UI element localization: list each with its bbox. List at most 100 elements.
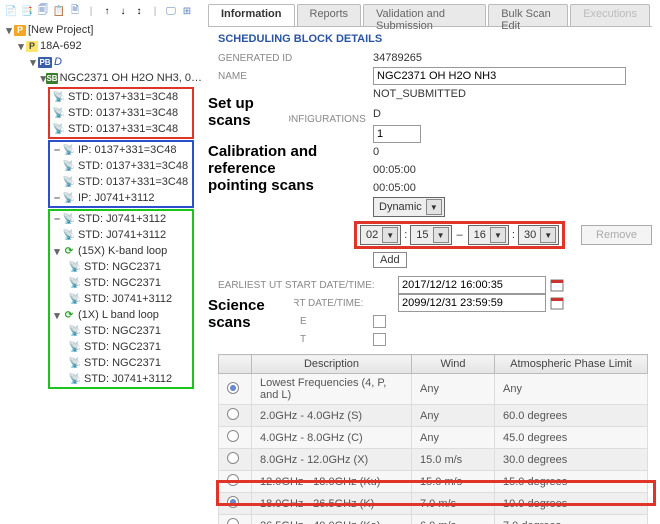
tab-validation[interactable]: Validation and Submission (363, 4, 486, 26)
tree-node[interactable]: ▾⟳(1X) L band loop (50, 307, 192, 323)
side-setup: Set up scans (208, 95, 289, 129)
tb-copy-icon[interactable]: 🗐 (36, 4, 50, 18)
lst-hh1[interactable]: 02▼ (360, 225, 401, 245)
checkbox-e[interactable] (373, 315, 386, 328)
tree-node[interactable]: 📡STD: 0137+331=3C48 (50, 158, 192, 174)
radio-icon[interactable] (227, 382, 239, 394)
radio-icon[interactable] (227, 518, 239, 524)
calendar-icon[interactable] (550, 296, 564, 310)
antenna-icon: 📡 (62, 192, 76, 204)
tree-node[interactable]: 📡STD: NGC2371 (50, 323, 192, 339)
antenna-icon: 📡 (62, 144, 76, 156)
tree-node[interactable]: 📡STD: NGC2371 (50, 339, 192, 355)
tree-node[interactable]: –📡IP: J0741+3112 (50, 190, 192, 206)
tab-bulk-edit[interactable]: Bulk Scan Edit (488, 4, 568, 26)
table-header-row: Description Wind Atmospheric Phase Limit (219, 355, 648, 374)
cell-desc: 8.0GHz - 12.0GHz (X) (252, 449, 412, 471)
tb-sort-icon[interactable]: ↕ (132, 4, 146, 18)
tab-reports[interactable]: Reports (297, 4, 362, 26)
expand-icon[interactable]: ▾ (52, 245, 62, 258)
tree-node[interactable]: –📡IP: 0137+331=3C48 (50, 142, 192, 158)
tb-open-icon[interactable]: 📑 (20, 4, 34, 18)
node-label: [New Project] (28, 24, 93, 36)
label: GENERATED ID (208, 53, 373, 64)
tree-node[interactable]: 📡STD: 0137+331=3C48 (50, 105, 192, 121)
tab-executions[interactable]: Executions (570, 4, 650, 26)
side-calib: Calibration and reference pointing scans (208, 143, 324, 194)
node-label: D (54, 56, 62, 68)
tb-paste-icon[interactable]: 📋 (52, 4, 66, 18)
tb-up-icon[interactable]: ↑ (100, 4, 114, 18)
lst-mm1[interactable]: 15▼ (410, 225, 451, 245)
tree-node[interactable]: ▾ P 18A-692 (2, 38, 202, 54)
table-row[interactable]: 18.0GHz - 26.5GHz (K)7.0 m/s10.0 degrees (219, 493, 648, 515)
node-label: STD: NGC2371 (84, 277, 161, 289)
tree-node[interactable]: ▾ P [New Project] (2, 22, 202, 38)
table-row[interactable]: 4.0GHz - 8.0GHz (C)Any45.0 degrees (219, 427, 648, 449)
radio-icon[interactable] (227, 430, 239, 442)
project-tree: 📄 📑 🗐 📋 🗎 | ↑ ↓ ↕ | 🖵 ⊞ ▾ P [New Project… (0, 0, 202, 524)
sched-type-select[interactable]: Dynamic▼ (373, 197, 445, 217)
table-row[interactable]: 26.5GHz - 40.0GHz (Ka)6.0 m/s7.0 degrees (219, 515, 648, 524)
tb-expand-icon[interactable]: 🖵 (164, 4, 178, 18)
count-input[interactable] (373, 125, 421, 143)
tb-down-icon[interactable]: ↓ (116, 4, 130, 18)
expand-icon[interactable]: ▾ (4, 24, 14, 37)
lst-range-highlight: 02▼ : 15▼ – 16▼ : 30▼ (354, 221, 565, 249)
cell-desc: Lowest Frequencies (4, P, and L) (252, 374, 412, 405)
loop-icon: ⟳ (62, 309, 76, 321)
cell-desc: 26.5GHz - 40.0GHz (Ka) (252, 515, 412, 524)
antenna-icon: 📡 (62, 176, 76, 188)
lst-mm2[interactable]: 30▼ (518, 225, 559, 245)
remove-button[interactable]: Remove (581, 225, 652, 245)
radio-icon[interactable] (227, 496, 239, 508)
iter: 0 (373, 146, 379, 158)
node-label: STD: 0137+331=3C48 (68, 123, 178, 135)
tree-node[interactable]: 📡STD: J0741+3112 (50, 291, 192, 307)
tree-node[interactable]: 📡STD: NGC2371 (50, 259, 192, 275)
config: D (373, 108, 381, 120)
antenna-icon: 📡 (62, 160, 76, 172)
node-label: STD: NGC2371 (84, 341, 161, 353)
table-row[interactable]: 2.0GHz - 4.0GHz (S)Any60.0 degrees (219, 405, 648, 427)
tree-node[interactable]: –📡STD: J0741+3112 (50, 211, 192, 227)
table-row[interactable]: 12.0GHz - 18.0GHz (Ku)15.0 m/s15.0 degre… (219, 471, 648, 493)
radio-icon[interactable] (227, 452, 239, 464)
tree-node[interactable]: 📡STD: J0741+3112 (50, 371, 192, 387)
tree-node[interactable]: 📡STD: 0137+331=3C48 (50, 89, 192, 105)
tree-node[interactable]: 📡STD: NGC2371 (50, 275, 192, 291)
checkbox-t[interactable] (373, 333, 386, 346)
earliest-input[interactable] (398, 276, 546, 294)
tb-collapse-icon[interactable]: ⊞ (180, 4, 194, 18)
tree-node[interactable]: ▾⟳(15X) K-band loop (50, 243, 192, 259)
expand-icon[interactable]: ▾ (16, 40, 26, 53)
tree-node[interactable]: 📡STD: 0137+331=3C48 (50, 121, 192, 137)
radio-icon[interactable] (227, 474, 239, 486)
antenna-icon: 📡 (68, 373, 82, 385)
tb-new-icon[interactable]: 📄 (4, 4, 18, 18)
table-row[interactable]: 8.0GHz - 12.0GHz (X)15.0 m/s30.0 degrees (219, 449, 648, 471)
tree-node[interactable]: 📡STD: NGC2371 (50, 355, 192, 371)
tree-node[interactable]: ▾ PB D (2, 54, 202, 70)
add-button[interactable]: Add (373, 252, 407, 268)
expand-icon[interactable]: ▾ (52, 309, 62, 322)
calendar-icon[interactable] (550, 278, 564, 292)
name-input[interactable] (373, 67, 626, 85)
lst-hh2[interactable]: 16▼ (468, 225, 509, 245)
antenna-icon: 📡 (68, 293, 82, 305)
node-label: STD: NGC2371 (84, 325, 161, 337)
expand-icon[interactable]: ▾ (28, 56, 38, 69)
antenna-icon: 📡 (68, 261, 82, 273)
tree-node[interactable]: 📡STD: 0137+331=3C48 (50, 174, 192, 190)
tb-doc-icon[interactable]: 🗎 (68, 4, 82, 18)
tree-group-blue: –📡IP: 0137+331=3C48 📡STD: 0137+331=3C48 … (48, 140, 194, 208)
sb-form: Set up scans Calibration and reference p… (208, 49, 652, 524)
table-row[interactable]: Lowest Frequencies (4, P, and L)AnyAny (219, 374, 648, 405)
latest-input[interactable] (398, 294, 546, 312)
tab-information[interactable]: Information (208, 4, 295, 26)
cell-wind: Any (412, 374, 495, 405)
radio-icon[interactable] (227, 408, 239, 420)
tree-node[interactable]: 📡STD: J0741+3112 (50, 227, 192, 243)
cell-apl: 15.0 degrees (495, 471, 648, 493)
tree-node[interactable]: ▾ SB NGC2371 OH H2O NH3, 0… (2, 70, 202, 86)
